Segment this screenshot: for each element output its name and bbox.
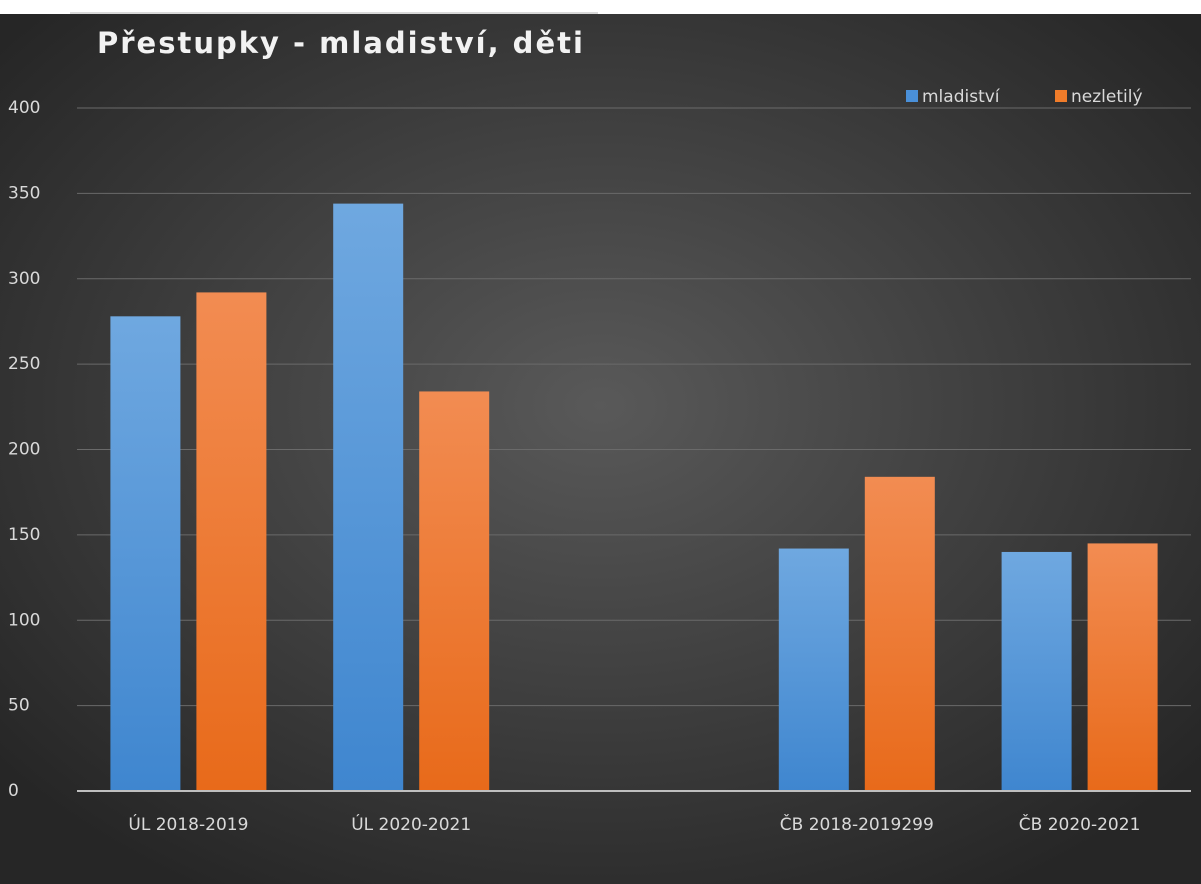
- bar: [778, 548, 849, 791]
- bar: [110, 316, 181, 791]
- bar: [333, 203, 404, 791]
- legend-swatch: [1055, 90, 1067, 102]
- x-tick-label: ČB 2020-2021: [1019, 813, 1141, 835]
- legend-label: mladiství: [922, 87, 1001, 107]
- y-tick-label: 100: [8, 610, 40, 630]
- y-tick-label: 400: [8, 98, 40, 118]
- x-tick-label: ČB 2018-2019299: [780, 813, 934, 835]
- x-tick-label: ÚL 2020-2021: [351, 813, 471, 835]
- y-tick-label: 50: [8, 696, 30, 716]
- bar: [1001, 551, 1072, 791]
- y-tick-label: 350: [8, 183, 40, 203]
- x-tick-label: ÚL 2018-2019: [128, 813, 248, 835]
- y-tick-label: 300: [8, 269, 40, 289]
- bar: [196, 292, 267, 791]
- chart-title: Přestupky - mladiství, děti: [97, 26, 585, 60]
- y-tick-label: 150: [8, 525, 40, 545]
- legend-label: nezletilý: [1071, 87, 1143, 107]
- y-tick-label: 200: [8, 440, 40, 460]
- y-tick-label: 250: [8, 354, 40, 374]
- bar: [864, 476, 935, 791]
- bar: [1087, 543, 1158, 791]
- bar: [419, 391, 490, 791]
- legend-swatch: [906, 90, 918, 102]
- y-tick-label: 0: [8, 781, 19, 801]
